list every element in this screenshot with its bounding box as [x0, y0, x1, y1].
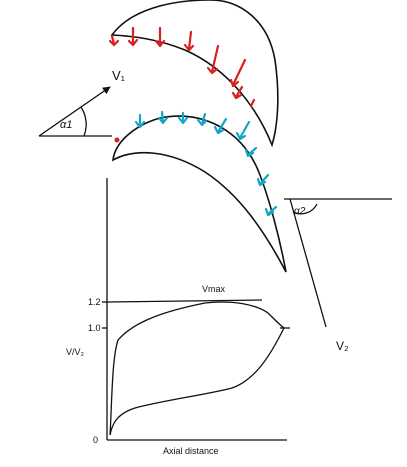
x-axis-label: Axial distance — [163, 446, 219, 456]
v1-label: V₁ — [112, 68, 126, 83]
lower-blade — [112, 115, 287, 273]
suction-surface-curve — [109, 301, 285, 436]
pressure-surface-curve — [109, 327, 285, 436]
alpha1-label: α1 — [60, 119, 72, 131]
vmax-line — [106, 299, 263, 303]
tick-label-0: 0 — [93, 435, 98, 445]
v2-line — [289, 198, 327, 328]
exit-velocity-triangle — [284, 198, 392, 328]
alpha2-arc — [292, 203, 318, 215]
alpha1-arc — [80, 106, 87, 137]
v2-label: V₂ — [336, 339, 349, 353]
vmax-label: Vmax — [202, 284, 226, 294]
alpha2-label: α2 — [294, 206, 306, 217]
y-axis-label: V/V₂ — [66, 347, 85, 357]
suction-side-arrows — [134, 110, 278, 217]
tick-label-1-0: 1.0 — [88, 323, 101, 333]
inlet-velocity-triangle — [38, 86, 112, 137]
pressure-side-arrows — [108, 26, 256, 108]
tick-label-1-2: 1.2 — [88, 297, 101, 307]
v1-arrow — [38, 86, 111, 137]
leading-edge-dot — [114, 137, 120, 143]
velocity-plot — [102, 178, 290, 441]
upper-blade — [110, 0, 279, 148]
